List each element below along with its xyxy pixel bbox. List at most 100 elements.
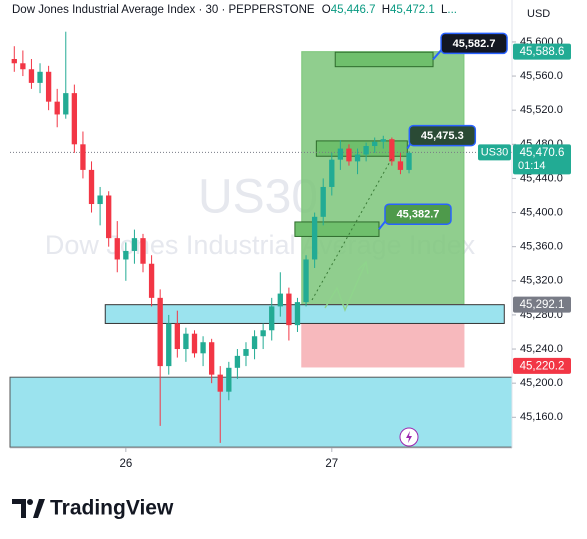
callout-box (408, 124, 477, 147)
candle-body (208, 342, 215, 375)
price-tag-label: 45,292.1 (520, 299, 565, 311)
legend-key: H (382, 4, 390, 16)
y-tick-label: 45,320.0 (520, 275, 563, 287)
y-tick-label: 45,560.0 (520, 70, 563, 82)
candle-body (286, 293, 292, 326)
candle-body (80, 144, 86, 170)
currency: USD (527, 8, 550, 20)
candle-body (174, 323, 180, 350)
candle-body (269, 306, 275, 331)
legend-value: 45,446.7 (331, 4, 376, 16)
candle-body (311, 216, 318, 260)
alert-bolt (406, 431, 412, 443)
candle-body (337, 148, 344, 160)
symbol-tag-label: US30 (481, 147, 509, 159)
candle-body (191, 333, 198, 354)
projection-arrow (324, 261, 367, 313)
candle-body (260, 330, 266, 337)
candle-body (97, 195, 103, 205)
countdown-label: 01:14 (518, 160, 546, 172)
logo-mark (33, 499, 45, 518)
trend-line (311, 157, 393, 301)
y-tick-label: 45,400.0 (520, 206, 563, 218)
y-tick-label: 45,160.0 (520, 411, 563, 423)
y-tick-label: 45,200.0 (520, 377, 563, 389)
candle-body (20, 63, 26, 70)
candle-body (37, 71, 43, 83)
candle-body (157, 297, 163, 367)
legend-value: 45,472.1 (390, 4, 435, 16)
candle-body (303, 259, 309, 303)
candle-body (406, 152, 412, 170)
candle-body (166, 323, 172, 367)
y-tick-label: 45,240.0 (520, 343, 563, 355)
x-tick-label: 27 (325, 458, 338, 470)
candle-body (320, 186, 326, 217)
candle-body (183, 333, 189, 350)
candle-body (217, 374, 223, 392)
candle-body (294, 302, 301, 326)
candle-body (277, 293, 283, 307)
candle-body (389, 139, 395, 162)
current-price-label: 45,470.6 (520, 147, 565, 159)
candle-body (329, 159, 335, 187)
candle-body (363, 146, 369, 155)
zone-box (104, 304, 505, 324)
candle-body (28, 69, 35, 83)
candle-body (234, 355, 241, 368)
arrow-head (357, 260, 369, 275)
callout-box (440, 32, 508, 55)
brand-logo: TradingView (12, 497, 174, 520)
legend-key: L (441, 4, 448, 16)
candle-body (71, 93, 78, 145)
price-tag (513, 43, 571, 60)
candle-body (114, 238, 120, 260)
price-tag-label: 45,220.2 (520, 360, 565, 372)
candle-body (63, 93, 69, 115)
header: Dow Jones Industrial Average Index · 30 … (12, 4, 457, 16)
watermark-symbol: US30 (198, 171, 318, 224)
price-tag (513, 296, 571, 313)
price-tag (513, 357, 571, 374)
zone-box (9, 376, 513, 448)
candle-body (123, 250, 129, 260)
candle-body (131, 238, 138, 251)
zone-box (334, 51, 434, 68)
candle-body (140, 238, 146, 264)
zone-box (294, 221, 380, 237)
candle-body (380, 139, 386, 142)
plot-area (9, 31, 513, 448)
candle-body (106, 195, 112, 239)
candle-body (148, 263, 155, 298)
candle-body (54, 101, 60, 115)
legend-key: O (322, 4, 331, 16)
symbol-title: Dow Jones Industrial Average Index · 30 … (12, 4, 315, 16)
x-tick-label: 26 (119, 458, 132, 470)
candle-body (251, 336, 258, 350)
candle-body (372, 141, 378, 147)
callout-label: 45,382.7 (397, 209, 440, 221)
y-tick-label: 45,520.0 (520, 104, 563, 116)
current-price-tag (513, 144, 571, 175)
legend-value: ... (447, 4, 457, 16)
logo-mark (12, 499, 26, 518)
zone-box (301, 51, 465, 306)
symbol-tag (478, 144, 511, 161)
candle-body (200, 342, 206, 354)
candle-body (45, 71, 52, 102)
candle-body (354, 154, 361, 162)
callout-box (384, 203, 452, 225)
candle-body (346, 148, 352, 162)
price-tag-label: 45,588.6 (520, 46, 565, 58)
candle-body (226, 367, 232, 392)
candle-body (88, 169, 95, 205)
candle-body (243, 349, 249, 356)
candle-body (397, 161, 404, 170)
brand-name: TradingView (50, 497, 174, 520)
callout-label: 45,475.3 (421, 130, 464, 142)
y-tick-label: 45,360.0 (520, 241, 563, 253)
y-tick-label: 45,440.0 (520, 172, 563, 184)
